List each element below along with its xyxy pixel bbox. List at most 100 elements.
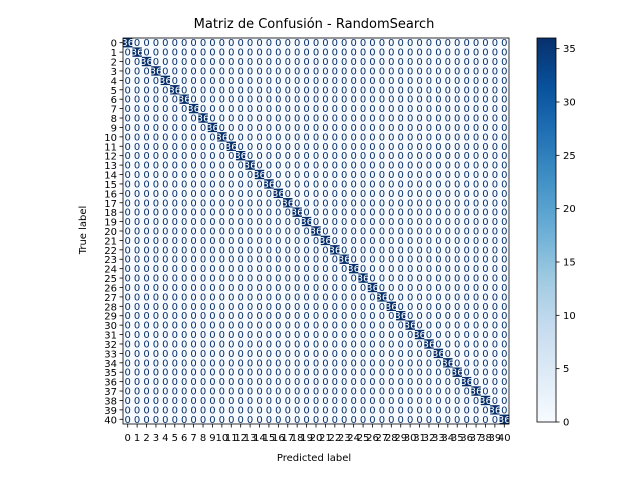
matrix-cell-value: 0: [275, 368, 281, 379]
matrix-cell-value: 0: [181, 321, 187, 332]
matrix-cell: [264, 75, 274, 86]
matrix-cell: [273, 207, 284, 218]
matrix-cell-value: 0: [275, 198, 281, 209]
matrix-cell-value: 0: [492, 208, 498, 219]
matrix-cell-value: 0: [407, 368, 413, 379]
matrix-cell-value: 0: [426, 85, 432, 96]
matrix-cell-value: 0: [153, 142, 159, 153]
matrix-cell: [358, 405, 369, 415]
matrix-cell: [490, 367, 500, 378]
matrix-cell-value: 0: [492, 396, 498, 407]
matrix-cell-value: 0: [492, 38, 498, 49]
matrix-cell-value: 0: [332, 387, 338, 398]
matrix-cell-value: 0: [303, 292, 309, 303]
matrix-cell-value: 0: [313, 330, 319, 341]
matrix-cell: [405, 169, 416, 180]
matrix-cell: [339, 329, 350, 340]
matrix-cell: [188, 103, 199, 114]
matrix-cell: [499, 179, 510, 189]
matrix-cell: [217, 358, 227, 368]
matrix-cell-value: 0: [435, 142, 441, 153]
matrix-cell-value: 0: [162, 123, 168, 134]
matrix-cell: [264, 414, 274, 425]
matrix-cell-value: 0: [313, 405, 319, 416]
matrix-cell: [264, 301, 274, 312]
matrix-cell: [235, 56, 246, 67]
matrix-cell: [490, 273, 500, 284]
matrix-cell: [377, 273, 387, 284]
matrix-cell-value: 0: [407, 274, 413, 285]
matrix-cell-value: 0: [125, 151, 131, 162]
matrix-cell: [330, 282, 340, 293]
matrix-cell-value: 0: [492, 189, 498, 200]
y-tick-label: 30: [104, 321, 117, 332]
matrix-cell: [207, 301, 218, 312]
matrix-cell: [358, 235, 369, 246]
matrix-cell-value: 0: [313, 368, 319, 379]
matrix-cell-value: 0: [332, 236, 338, 247]
matrix-cell-value: 0: [200, 57, 206, 68]
matrix-cell-value: 0: [162, 339, 168, 350]
matrix-cell-value: 0: [332, 227, 338, 238]
matrix-cell: [386, 150, 397, 161]
matrix-cell: [452, 235, 463, 246]
matrix-cell: [245, 122, 256, 133]
matrix-cell-value: 0: [322, 85, 328, 96]
matrix-cell: [480, 75, 491, 86]
matrix-cell-value: 0: [181, 358, 187, 369]
matrix-cell-value: 0: [341, 311, 347, 322]
matrix-cell: [283, 38, 293, 48]
matrix-cell: [358, 386, 369, 397]
y-tick-label: 12: [104, 152, 117, 163]
matrix-cell: [160, 179, 171, 189]
matrix-cell-value: 0: [407, 283, 413, 294]
x-tick-label: 32: [423, 433, 436, 444]
matrix-cell-value: 0: [247, 339, 253, 350]
x-tick-label: 16: [272, 433, 285, 444]
matrix-cell: [283, 132, 293, 142]
matrix-cell: [367, 235, 378, 246]
matrix-cell-value: 0: [350, 405, 356, 416]
matrix-cell: [283, 348, 293, 359]
matrix-cell-value: 0: [247, 142, 253, 153]
matrix-cell: [264, 85, 274, 95]
matrix-cell: [301, 169, 312, 180]
matrix-cell: [414, 38, 425, 48]
matrix-cell: [245, 263, 256, 274]
matrix-cell: [377, 386, 387, 397]
matrix-cell: [490, 207, 500, 218]
matrix-cell: [301, 179, 312, 189]
matrix-cell: [188, 56, 199, 67]
matrix-cell-value: 0: [341, 245, 347, 256]
matrix-cell: [433, 179, 444, 189]
matrix-cell-value: 0: [341, 208, 347, 219]
matrix-cell-value: 0: [256, 95, 262, 106]
matrix-cell: [461, 207, 472, 218]
matrix-cell-value: 0: [388, 189, 394, 200]
matrix-cell-value: 0: [322, 179, 328, 190]
matrix-cell: [396, 358, 406, 368]
matrix-cell: [480, 38, 491, 48]
matrix-cell: [151, 405, 161, 415]
matrix-cell-value: 0: [388, 38, 394, 49]
matrix-cell-value: 0: [445, 227, 451, 238]
matrix-cell-value: 0: [360, 85, 366, 96]
matrix-cell-value: 0: [369, 264, 375, 275]
matrix-cell-value: 36: [489, 405, 502, 416]
matrix-cell-value: 0: [209, 76, 215, 87]
matrix-cell: [301, 235, 312, 246]
matrix-cell-value: 0: [153, 321, 159, 332]
matrix-cell-value: 0: [322, 227, 328, 238]
matrix-cell-value: 0: [445, 38, 451, 49]
matrix-cell: [339, 263, 350, 274]
matrix-cell-value: 0: [341, 179, 347, 190]
matrix-cell-value: 0: [143, 321, 149, 332]
matrix-cell-value: 0: [209, 377, 215, 388]
matrix-cell-value: 0: [162, 132, 168, 143]
matrix-cell: [386, 85, 397, 95]
matrix-cell-value: 36: [263, 179, 276, 190]
matrix-cell-value: 0: [369, 217, 375, 228]
matrix-cell-value: 0: [313, 321, 319, 332]
matrix-cell: [198, 405, 209, 415]
matrix-cell: [311, 132, 321, 142]
